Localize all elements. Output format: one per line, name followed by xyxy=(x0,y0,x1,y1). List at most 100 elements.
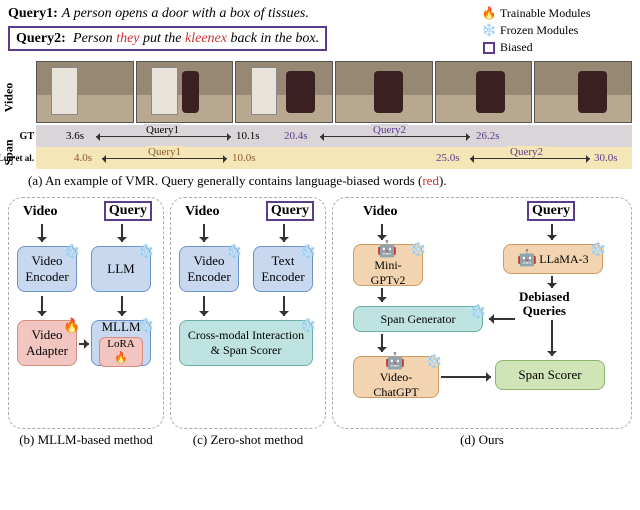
video-label-d: Video xyxy=(363,204,397,220)
snowflake-icon: ❄️ xyxy=(409,242,426,259)
query2-label: Query2: xyxy=(16,31,66,46)
luo-t2: 10.0s xyxy=(232,152,256,164)
panel-c: Video Query Video Encoder ❄️ Text Encode… xyxy=(170,197,326,429)
arrow-icon xyxy=(441,376,491,378)
cross-modal-block: Cross-modal Interaction & Span Scorer xyxy=(179,320,313,366)
video-frame xyxy=(335,61,433,123)
luo-label: Luo et al. xyxy=(0,153,34,163)
snowflake-icon: ❄️ xyxy=(299,244,316,261)
debiased-queries-label: Debiased Queries xyxy=(519,290,570,319)
q2-mid: put the xyxy=(140,31,186,46)
video-frame xyxy=(235,61,333,123)
caption-b: (b) MLLM-based method xyxy=(8,432,164,448)
legend-trainable-label: Trainable Modules xyxy=(500,6,591,21)
query1-row: Query1: A person opens a door with a box… xyxy=(8,6,476,22)
luo-q2: Query2 xyxy=(508,146,545,158)
query-label-d: Query xyxy=(528,202,574,220)
arrow-icon xyxy=(283,224,285,242)
legend: 🔥 Trainable Modules ❄️ Frozen Modules Bi… xyxy=(482,6,632,57)
caption-a-post: ). xyxy=(439,173,447,188)
legend-biased-label: Biased xyxy=(500,40,533,55)
arrow-icon xyxy=(489,318,515,320)
gt-arrow2 xyxy=(320,136,470,137)
snowflake-icon: ❄️ xyxy=(425,354,442,371)
lora-block: LoRA🔥 xyxy=(99,337,143,367)
top-row: Query1: A person opens a door with a box… xyxy=(8,6,632,57)
arrow-icon xyxy=(381,334,383,352)
span-section: GT 3.6s Query1 10.1s 20.4s Query2 26.2s … xyxy=(36,125,632,169)
query1-label: Query1: xyxy=(8,6,58,22)
video-frame xyxy=(435,61,533,123)
biased-square-icon xyxy=(482,41,496,55)
arrow-icon xyxy=(79,343,89,345)
q2-red2: kleenex xyxy=(185,31,227,46)
luo-t4: 30.0s xyxy=(594,152,618,164)
robot-icon: 🤖 xyxy=(358,242,416,258)
snowflake-icon: ❄️ xyxy=(589,242,606,259)
arrow-icon xyxy=(551,224,553,240)
gt-t4: 26.2s xyxy=(476,130,500,142)
arrow-icon xyxy=(41,224,43,242)
video-frame xyxy=(36,61,134,123)
panel-d: Video Query 🤖Mini- GPTv2 ❄️ 🤖LLaMA-3 ❄️ … xyxy=(332,197,632,429)
gt-q1: Query1 xyxy=(144,124,181,136)
fire-icon: 🔥 xyxy=(482,7,496,21)
luo-arrow2 xyxy=(470,158,590,159)
luo-arrow1 xyxy=(102,158,227,159)
video-frame xyxy=(136,61,234,123)
queries-block: Query1: A person opens a door with a box… xyxy=(8,6,476,57)
lora-label: LoRA xyxy=(107,338,135,350)
span-generator-block: Span Generator xyxy=(353,306,483,332)
caption-a-red: red xyxy=(422,173,439,188)
gt-t3: 20.4s xyxy=(284,130,308,142)
arrow-icon xyxy=(41,296,43,316)
snowflake-icon: ❄️ xyxy=(137,318,154,335)
query1-text: A person opens a door with a box of tiss… xyxy=(62,6,309,22)
llama3-block: 🤖LLaMA-3 xyxy=(503,244,603,274)
vchat-label: Video- ChatGPT xyxy=(358,370,434,400)
gt-q2: Query2 xyxy=(371,124,408,136)
luo-t1: 4.0s xyxy=(74,152,92,164)
arrow-icon xyxy=(203,296,205,316)
panel-b: Video Query Video Encoder ❄️ LLM ❄️ Vide… xyxy=(8,197,164,429)
video-frame xyxy=(534,61,632,123)
snowflake-icon: ❄️ xyxy=(299,318,316,335)
legend-frozen-label: Frozen Modules xyxy=(500,23,578,38)
query2-box: Query2: Person they put the kleenex back… xyxy=(8,26,327,51)
arrow-icon xyxy=(551,320,553,356)
gt-t1: 3.6s xyxy=(66,130,84,142)
caption-a: (a) An example of VMR. Query generally c… xyxy=(28,173,632,189)
arrow-icon xyxy=(381,224,383,240)
caption-d: (d) Ours xyxy=(332,432,632,448)
llama-label: LLaMA-3 xyxy=(539,252,588,267)
gt-span-bar: GT 3.6s Query1 10.1s 20.4s Query2 26.2s xyxy=(36,125,632,147)
snowflake-icon: ❄️ xyxy=(482,24,496,38)
q2-post: back in the box. xyxy=(227,31,319,46)
span-scorer-block: Span Scorer xyxy=(495,360,605,390)
video-label-b: Video xyxy=(23,204,57,220)
video-label-c: Video xyxy=(185,204,219,220)
q2-pre: Person xyxy=(73,31,116,46)
legend-biased: Biased xyxy=(482,40,632,55)
captions-row: (b) MLLM-based method (c) Zero-shot meth… xyxy=(8,432,632,448)
query2-text: Person they put the kleenex back in the … xyxy=(73,31,319,46)
caption-c: (c) Zero-shot method xyxy=(170,432,326,448)
snowflake-icon: ❄️ xyxy=(63,244,80,261)
arrow-icon xyxy=(551,276,553,288)
video-side-label: Video xyxy=(1,83,16,113)
robot-icon: 🤖 xyxy=(358,354,432,370)
arrow-icon xyxy=(203,224,205,242)
arrow-icon xyxy=(381,288,383,302)
panels-row: Video Query Video Encoder ❄️ LLM ❄️ Vide… xyxy=(8,197,632,429)
luo-span-bar: Luo et al. 4.0s Query1 10.0s 25.0s Query… xyxy=(36,147,632,169)
snowflake-icon: ❄️ xyxy=(137,244,154,261)
luo-t3: 25.0s xyxy=(436,152,460,164)
legend-trainable: 🔥 Trainable Modules xyxy=(482,6,632,21)
query-label-c: Query xyxy=(267,202,313,220)
gt-arrow1 xyxy=(96,136,231,137)
query-label-b: Query xyxy=(105,202,151,220)
gt-label: GT xyxy=(10,131,34,142)
snowflake-icon: ❄️ xyxy=(225,244,242,261)
mini-label: Mini- GPTv2 xyxy=(358,258,418,288)
legend-frozen: ❄️ Frozen Modules xyxy=(482,23,632,38)
